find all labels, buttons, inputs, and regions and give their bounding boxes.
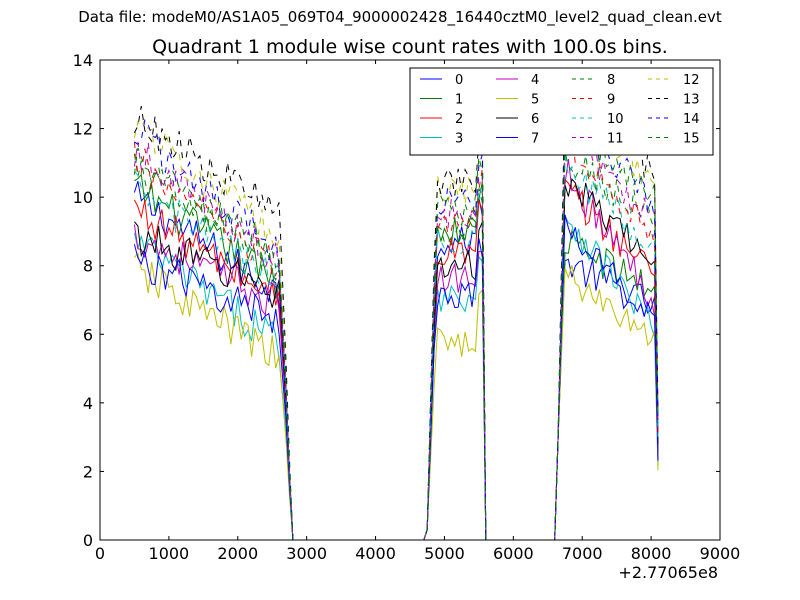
legend-label-10: 10	[607, 112, 624, 127]
legend-label-2: 2	[455, 112, 463, 127]
y-tick-label: 12	[73, 120, 93, 139]
y-tick-label: 8	[83, 257, 93, 276]
x-tick-label: 4000	[355, 544, 396, 563]
legend-label-13: 13	[683, 93, 700, 108]
legend-label-6: 6	[531, 112, 539, 127]
chart-title: Quadrant 1 module wise count rates with …	[152, 36, 668, 58]
series-layer	[133, 84, 659, 541]
series-line-7	[133, 214, 659, 541]
tick-layer: 0 1000 2000 3000 4000 5000 6000 7000 8000 9000 0 2 4…	[73, 51, 741, 563]
legend-label-15: 15	[683, 132, 700, 147]
x-tick-label: 1000	[149, 544, 190, 563]
legend-box	[409, 67, 714, 156]
series-line-3	[133, 215, 659, 541]
legend-label-9: 9	[607, 93, 615, 108]
y-tick-label: 14	[73, 51, 93, 70]
figure-suptitle: Data file: modeM0/AS1A05_069T04_90000024…	[78, 8, 722, 26]
legend-label-4: 4	[531, 73, 539, 88]
series-line-5	[134, 252, 659, 541]
legend-label-0: 0	[455, 73, 463, 88]
legend-label-8: 8	[607, 73, 615, 88]
y-tick-label: 6	[83, 325, 93, 344]
x-tick-label: 7000	[562, 544, 603, 563]
legend-label-14: 14	[683, 112, 700, 127]
series-line-14	[134, 105, 659, 541]
x-tick-label: 9000	[700, 544, 741, 563]
legend-label-5: 5	[531, 93, 539, 108]
legend-label-7: 7	[531, 132, 539, 147]
y-tick-label: 10	[73, 188, 93, 207]
plot-frame	[99, 59, 721, 541]
y-tick-label: 0	[83, 531, 93, 550]
legend-label-1: 1	[455, 93, 463, 108]
x-tick-label: 2000	[217, 544, 258, 563]
x-tick-label: 6000	[493, 544, 534, 563]
x-offset-label: +2.77065e8	[618, 563, 718, 582]
legend-label-11: 11	[607, 132, 624, 147]
x-tick-label: 3000	[286, 544, 327, 563]
x-tick-label: 0	[95, 544, 105, 563]
y-tick-label: 2	[83, 462, 93, 481]
x-tick-label: 8000	[631, 544, 672, 563]
legend-label-12: 12	[683, 73, 700, 88]
series-line-8	[133, 151, 659, 541]
legend-label-3: 3	[455, 132, 463, 147]
y-tick-label: 4	[83, 394, 93, 413]
x-tick-label: 5000	[424, 544, 465, 563]
series-line-1	[134, 173, 659, 541]
series-line-11	[133, 127, 659, 541]
